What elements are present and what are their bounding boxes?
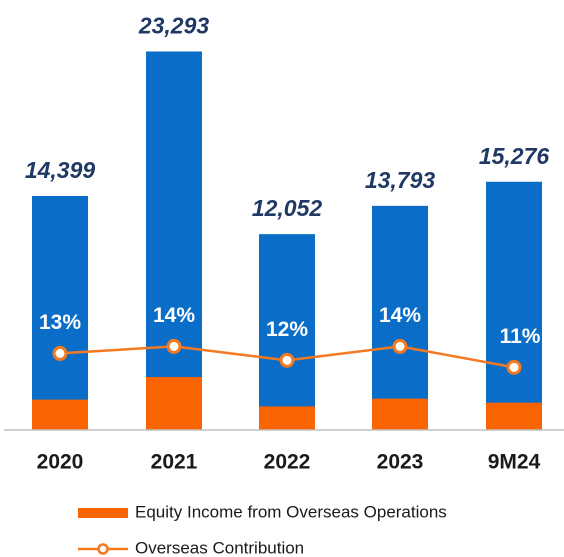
legend-label: Equity Income from Overseas Operations — [135, 502, 447, 521]
bar — [372, 398, 428, 430]
value-label: 15,276 — [479, 143, 550, 169]
bar — [259, 406, 315, 430]
bar — [486, 402, 542, 430]
bar — [146, 377, 202, 430]
value-label: 14% — [379, 304, 421, 327]
marker — [506, 359, 522, 375]
bar — [372, 205, 428, 430]
x-tick-label: 9M24 — [488, 451, 541, 474]
value-label: 13,793 — [365, 167, 436, 193]
legend-label: Overseas Contribution — [135, 538, 304, 557]
marker — [392, 338, 408, 354]
value-label: 11% — [500, 325, 541, 348]
value-label: 12% — [266, 318, 308, 341]
bar — [32, 196, 88, 430]
marker — [279, 352, 295, 368]
value-label: 13% — [39, 311, 81, 334]
value-label: 12,052 — [252, 195, 323, 221]
value-label: 14% — [153, 304, 195, 327]
x-tick-label: 2022 — [264, 451, 311, 474]
value-label: 23,293 — [138, 13, 210, 39]
bar — [486, 181, 542, 430]
bar — [146, 51, 202, 431]
legend-swatch — [97, 543, 109, 555]
x-tick-label: 2020 — [37, 451, 84, 474]
x-tick-label: 2021 — [151, 451, 198, 474]
bar — [32, 399, 88, 430]
marker — [52, 345, 68, 361]
legend-swatch — [78, 508, 128, 518]
bar — [259, 234, 315, 430]
value-label: 14,399 — [25, 157, 96, 183]
marker — [166, 338, 182, 354]
x-tick-label: 2023 — [377, 451, 424, 474]
